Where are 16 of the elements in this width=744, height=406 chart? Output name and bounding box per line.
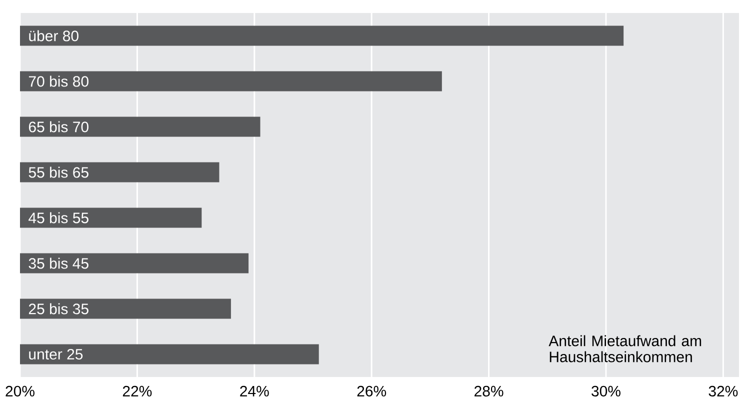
x-tick-label: 30%: [592, 386, 620, 396]
y-tick-label: über 80: [29, 30, 78, 42]
annotation: Anteil Mietaufwand am Haushaltseinkommen: [548, 335, 702, 362]
y-tick-label: 35 bis 45: [28, 258, 88, 269]
x-tick-label: 26%: [357, 386, 386, 396]
y-tick-label: 25 bis 35: [28, 303, 88, 314]
x-tick-label: 32%: [708, 386, 738, 396]
x-tick-label: 24%: [240, 386, 269, 396]
y-tick-label: 55 bis 65: [28, 166, 88, 178]
x-tick-label: 22%: [122, 386, 152, 396]
x-tick-label: 28%: [474, 386, 504, 396]
y-tick-label: unter 25: [29, 348, 83, 360]
y-tick-label: 70 bis 80: [28, 76, 88, 87]
x-tick-label: 20%: [6, 386, 34, 396]
y-tick-label: 65 bis 70: [28, 121, 88, 132]
y-tick-label: 45 bis 55: [28, 212, 88, 224]
